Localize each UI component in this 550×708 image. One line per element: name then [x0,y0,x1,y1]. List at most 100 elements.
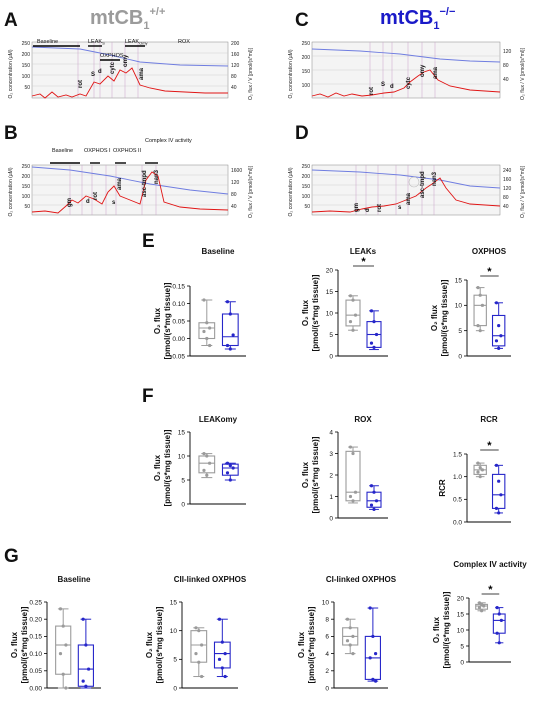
boxplot-tick-label: 0 [173,685,177,692]
trace-b-seg-oxphos-1: OXPHOS I [84,148,111,154]
trace-c-lt-3: 100 [302,83,311,89]
trace-d-rt-3: 80 [503,195,509,201]
trace-a-rt-0: 200 [231,41,240,47]
boxplot-y-label-line1: O₂ flux [432,616,441,643]
boxplot-y-label-line2: [pmol/(s*mg tissue)] [163,282,172,359]
boxplot-8: CI-linked OXPHOS 10 8 6 4 2 0 O₂ flux [pmol/(s*m… [297,575,397,692]
trace-d-left-ticks: 250 200 150 100 50 [302,164,311,210]
boxplot-point-wt [477,606,482,610]
boxplot-point-ko [372,507,376,511]
boxplot-point-wt [351,451,355,456]
boxplot-point-wt [480,303,485,307]
trace-d-lt-0: 250 [302,164,311,170]
boxplot-tick-label: 15 [455,277,463,284]
trace-a-segment-bars [33,45,145,61]
trace-b-ev-nan3: nan3 [154,169,160,184]
boxplot-tick-label: 5 [458,328,462,335]
boxplot-point-wt [351,298,355,302]
boxplot-title: Complex IV activity [453,560,527,569]
boxplot-tick-label: 15 [457,611,465,618]
significance-marker: * [488,584,493,596]
trace-c-lt-2: 150 [302,69,311,75]
trace-b-seg-baseline: Baseline [52,148,73,154]
boxplot-point-wt [476,324,480,328]
boxplot-point-wt [208,461,212,465]
genotype-ko-sub: 1 [433,20,439,32]
boxplot-point-wt [345,617,350,621]
boxplot-tick-label: 10 [170,628,178,635]
trace-a-right-axis-label: O₂ flux / V [pmol/(s*ml)] [248,47,254,100]
genotype-wt-main: mtCB [90,7,143,29]
boxplot-point-ko [499,334,503,338]
boxplot-point-wt [351,499,355,503]
trace-b-o2-line [31,166,229,195]
boxplot-tick-label: 10 [326,310,334,317]
boxplot-box-ko [77,644,94,687]
trace-c-lt-0: 250 [302,41,311,47]
boxplot-box-ko [213,641,231,669]
boxplot-3: LEAKomy 15 10 5 0 O₂ flux [pmol/(s*mg tissue)] [153,415,246,508]
boxplot-box-wt [190,630,208,663]
boxplot-point-wt [61,624,65,628]
boxplot-box-ko [491,473,506,509]
boxplot-point-wt [58,607,63,611]
boxplot-tick-label: 0 [329,353,333,360]
boxplot-point-wt [476,461,480,465]
panel-letter-d: D [295,123,309,144]
boxplot-tick-label: 0.05 [29,668,42,675]
trace-d-rt-2: 120 [503,186,512,192]
boxplot-point-ko [374,332,379,337]
boxplot-title: CI-linked OXPHOS [326,575,397,584]
trace-b-rt-1: 120 [231,180,240,186]
boxplot-tick-label: 0.15 [29,634,42,641]
boxplot-point-wt [205,336,209,341]
boxplot-point-wt [348,626,352,630]
boxplot-y-label-line1: O₂ flux [297,631,306,658]
panel-letter-e: E [142,231,155,252]
boxplot-y-label-line2: [pmol/(s*mg tissue)] [307,606,316,683]
boxplot-point-ko [369,484,374,488]
trace-d-ev-d: d [365,208,371,212]
trace-a-ev-s: S [91,72,95,78]
boxplot-box-wt [198,322,216,340]
boxplot-point-wt [345,639,350,643]
boxplot-tick-label: 4 [329,429,333,436]
trace-c-ev-omy: omy [420,64,426,77]
boxplot-1: LEAKs 20 15 10 5 0 O₂ flux [pmol/(s*mg tissue)]… [301,247,388,360]
boxplot-box-wt [345,450,361,502]
trace-d-o2-line [311,169,501,189]
trace-a-lt-2: 150 [22,63,31,69]
boxplot-point-wt [205,454,209,458]
boxplot-tick-label: 10 [322,599,330,606]
boxplot-point-wt [478,475,482,479]
boxplot-tick-label: 0 [329,515,333,522]
boxplot-point-ko [497,612,501,616]
boxplot-tick-label: 1.5 [453,451,462,458]
boxplot-point-wt [208,343,212,348]
boxplot-point-wt [351,328,355,332]
panel-letter-c: C [295,10,309,31]
boxplot-point-wt [205,473,209,477]
boxplot-point-ko [220,666,224,670]
boxplot-y-label-line2: [pmol/(s*mg tissue)] [311,436,320,513]
boxplot-point-ko [372,345,376,349]
boxplot-point-ko [495,631,499,635]
boxplot-title: Baseline [202,247,235,256]
boxplot-point-wt [348,445,353,449]
significance-marker: * [487,440,492,452]
boxplot-point-wt [202,298,206,302]
genotype-wt-sup: +/+ [149,6,165,18]
boxplot-tick-label: -0.05 [170,353,185,360]
boxplot-point-ko [499,493,503,497]
boxplot-tick-label: 15 [170,599,178,606]
boxplot-point-ko [228,347,232,351]
boxplot-point-ko [497,324,501,328]
trace-c-right-ticks: 120 80 40 [503,49,512,83]
trace-b-seg-oxphos-2: OXPHOS II [113,148,142,154]
trace-a-seg-leak-omy: LEAKOmy [125,39,148,46]
boxplot-point-ko [81,617,85,621]
trace-a-lt-0: 250 [22,41,31,47]
boxplot-5: RCR 1.5 1.0 0.5 0.0 RCR * [438,415,511,526]
trace-d-ev-nan3: nan3 [432,171,438,186]
trace-d-ev-rot: rot [377,204,383,212]
